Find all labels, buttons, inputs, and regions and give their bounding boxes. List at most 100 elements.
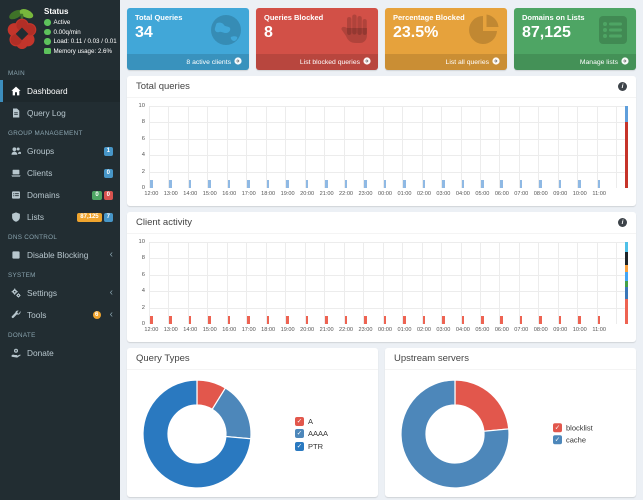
current-interval-segment-permitted [625,106,628,123]
stop-icon [11,251,20,259]
status-block: Status Active 0.00q/min Load: 0.11 / 0.03 … [44,6,117,57]
hourly-bar [227,315,231,324]
hourly-bar [286,315,289,324]
arrow-circle-icon [621,57,629,67]
card-body: Percentage Blocked 23.5% [385,8,507,54]
hourly-bar [383,315,387,324]
x-axis-tick: 12:00 [144,327,159,333]
x-axis-tick: 05:00 [475,191,490,197]
info-icon[interactable]: i [618,218,627,227]
x-axis-tick: 00:00 [377,191,392,197]
sidebar-item-query-log[interactable]: Query Log [0,102,120,124]
hourly-bar [344,179,348,188]
panel-total-queries: Total queries i 0 2 4 6 8 10 12:00 13:00 14:00 15… [127,76,636,206]
hourly-bar [481,315,484,324]
status-row: 0.00q/min [44,29,117,36]
y-axis-tick: 10 [138,103,145,109]
x-axis-tick: 22:00 [339,327,354,333]
legend-checkbox-icon: ✓ [295,429,304,438]
x-axis-tick: 21:00 [319,191,334,197]
x-axis-tick: 22:00 [339,191,354,197]
hourly-bar [481,179,484,188]
card-percentage-blocked: Percentage Blocked 23.5% List all queries [385,8,507,70]
card-footer-link-8-active-clients[interactable]: 8 active clients [127,54,249,70]
legend-item-aaaa[interactable]: ✓ AAAA [295,429,328,438]
card-title: Domains on Lists [522,13,585,22]
sidebar-item-label: Settings [27,288,57,298]
hourly-bar [500,315,503,324]
x-axis-tick: 17:00 [241,191,256,197]
current-interval-segment-blocked [625,122,628,188]
sidebar-item-lists[interactable]: Lists 87,125 7 [0,206,120,228]
status-active-icon [44,19,51,26]
badge-group: 87,125 7 [77,212,113,222]
x-axis-tick: 10:00 [572,191,587,197]
x-axis-tick: 11:00 [592,191,606,197]
x-axis-tick: 02:00 [416,327,431,333]
arrow-circle-icon [492,57,500,67]
bottom-row: Query Types ✓ A ✓ AAAA ✓ PTR Upstream servers… [127,348,636,497]
card-footer-link-manage-lists[interactable]: Manage lists [514,54,636,70]
panel-client-activity: Client activity i 0 2 4 6 8 10 12:00 13:00 14:00… [127,212,636,342]
summary-cards: Total Queries 34 8 active clients Queries B… [127,8,636,70]
x-axis-tick: 07:00 [514,191,529,197]
x-axis-tick: 00:00 [377,327,392,333]
x-axis-tick: 03:00 [436,191,451,197]
card-footer-label: Manage lists [579,58,618,66]
hourly-bar [383,179,387,188]
sidebar-item-label: Groups [27,146,55,156]
sidebar-item-dashboard[interactable]: Dashboard [0,80,120,102]
legend-item-a[interactable]: ✓ A [295,416,328,426]
sidebar-nav: MAIN Dashboard Query Log GROUP MANAGEMENT Gr… [0,64,120,364]
legend-item-cache[interactable]: ✓ cache [553,435,593,445]
hourly-bar [539,179,542,188]
count-badge: 0 [103,190,113,200]
legend-label: PTR [308,441,323,451]
x-axis-tick: 08:00 [533,327,548,333]
card-footer-link-list-blocked-queries[interactable]: List blocked queries [256,54,378,70]
legend-item-blocklist[interactable]: ✓ blocklist [553,422,593,432]
sidebar-item-domains[interactable]: Domains 0 0 [0,184,120,206]
sidebar-item-donate[interactable]: Donate [0,342,120,364]
sidebar-item-groups[interactable]: Groups 1 [0,140,120,162]
y-axis-tick: 6 [141,271,145,278]
x-axis-tick: 20:00 [300,327,315,333]
sidebar-item-disable-blocking[interactable]: Disable Blocking ‹ [0,244,120,266]
legend-checkbox-icon: ✓ [295,441,304,451]
users-icon [11,147,21,155]
sidebar-item-tools[interactable]: Tools 6 ‹ [0,304,120,326]
sidebar-item-clients[interactable]: Clients 0 [0,162,120,184]
panel-title: Total queries [136,81,190,92]
legend-item-ptr[interactable]: ✓ PTR [295,441,328,451]
rows-icon [599,16,627,44]
sidebar-item-settings[interactable]: Settings ‹ [0,282,120,304]
card-footer-link-list-all-queries[interactable]: List all queries [385,54,507,70]
x-axis-tick: 21:00 [319,327,334,333]
panel-header: Upstream servers [385,348,636,370]
x-axis-tick: 19:00 [280,327,295,333]
status-row: Memory usage: 2.6% [44,48,117,55]
status-label: Load: 0.11 / 0.03 / 0.01 [53,38,117,45]
hourly-bar [403,315,406,324]
card-queries-blocked: Queries Blocked 8 List blocked queries [256,8,378,70]
x-axis-tick: 18:00 [261,327,276,333]
count-badge: 0 [92,190,102,200]
pihole-logo-icon [7,9,37,50]
legend-label: AAAA [308,429,329,438]
chevron-left-icon: ‹ [109,287,113,298]
hourly-bar [169,315,172,324]
info-icon[interactable]: i [618,82,627,91]
card-total-queries: Total Queries 34 8 active clients [127,8,249,70]
donut-slice-cache [400,378,510,489]
hourly-bar [519,179,523,188]
chart-legend: ✓ A ✓ AAAA ✓ PTR [295,416,328,451]
card-footer-label: 8 active clients [186,58,231,66]
list-icon [11,191,20,199]
y-axis-tick: 2 [141,168,145,175]
total-queries-chart: 0 2 4 6 8 10 12:00 13:00 14:00 15:00 16:00 17:00 18:… [127,98,636,206]
card-title: Queries Blocked [264,13,324,22]
y-axis-tick: 8 [141,255,145,262]
hourly-bar [344,315,348,324]
upstream-servers-chart: ✓ blocklist ✓ cache [385,370,636,497]
shield-icon [11,212,20,222]
